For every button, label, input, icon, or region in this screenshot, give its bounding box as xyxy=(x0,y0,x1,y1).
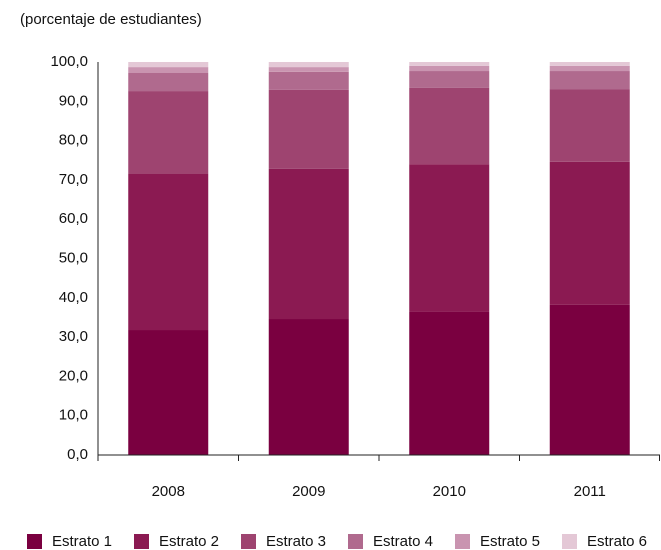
x-tick-label: 2010 xyxy=(433,483,466,500)
bar-segment xyxy=(409,65,490,72)
bar-segment xyxy=(268,62,349,68)
y-tick-label: 40,0 xyxy=(59,289,88,306)
x-tick-label: 2011 xyxy=(574,483,606,500)
legend-swatch xyxy=(562,534,577,549)
y-tick-label: 100,0 xyxy=(50,53,88,70)
bar-segment xyxy=(409,311,490,455)
bar-segment xyxy=(549,89,630,162)
y-tick-label: 0,0 xyxy=(67,446,88,463)
bar-segment xyxy=(549,65,630,72)
bar-segment xyxy=(409,87,490,165)
bar-segment xyxy=(268,67,349,72)
y-tick-label: 30,0 xyxy=(59,328,88,345)
legend-swatch xyxy=(241,534,256,549)
legend-label: Estrato 6 xyxy=(587,533,647,550)
legend-label: Estrato 3 xyxy=(266,533,326,550)
bar-segment xyxy=(409,164,490,312)
bar-segment xyxy=(128,330,209,455)
y-tick-label: 80,0 xyxy=(59,132,88,149)
bar-segment xyxy=(268,89,349,169)
y-tick-label: 10,0 xyxy=(59,407,88,424)
bar-segment xyxy=(268,71,349,90)
y-tick-label: 50,0 xyxy=(59,249,88,266)
bar-segment xyxy=(268,319,349,455)
y-tick-label: 70,0 xyxy=(59,171,88,188)
legend-swatch xyxy=(455,534,470,549)
bar-segment xyxy=(549,62,630,66)
legend-swatch xyxy=(348,534,363,549)
bar-segment xyxy=(549,71,630,90)
bar-segment xyxy=(128,62,209,68)
y-tick-label: 60,0 xyxy=(59,210,88,227)
legend-swatch xyxy=(27,534,42,549)
bar-segment xyxy=(409,62,490,66)
legend-swatch xyxy=(134,534,149,549)
bar-segment xyxy=(549,161,630,305)
legend-label: Estrato 1 xyxy=(52,533,112,550)
bar-segment xyxy=(128,91,209,175)
chart-subtitle: (porcentaje de estudiantes) xyxy=(20,11,202,28)
bar-segment xyxy=(409,71,490,88)
legend-label: Estrato 4 xyxy=(373,533,433,550)
x-tick-label: 2008 xyxy=(152,483,185,500)
bar-segment xyxy=(549,304,630,455)
legend-label: Estrato 5 xyxy=(480,533,540,550)
bar-segment xyxy=(128,73,209,92)
bar-segment xyxy=(128,67,209,74)
legend-label: Estrato 2 xyxy=(159,533,219,550)
bar-segment xyxy=(268,168,349,320)
bar-segment xyxy=(128,174,209,331)
x-tick-label: 2009 xyxy=(292,483,325,500)
y-tick-label: 90,0 xyxy=(59,92,88,109)
y-tick-label: 20,0 xyxy=(59,367,88,384)
